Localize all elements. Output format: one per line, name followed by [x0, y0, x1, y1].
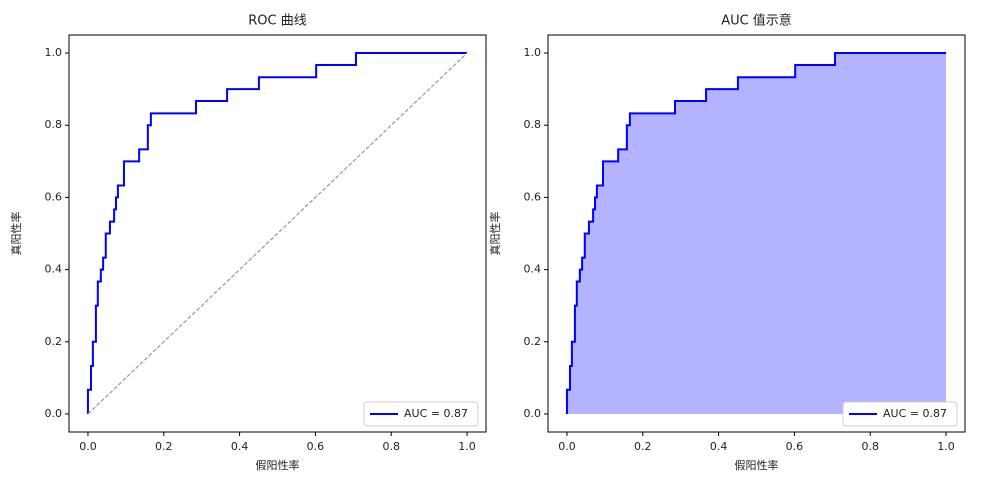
legend-box: [842, 401, 958, 427]
x-tick-label: 0.2: [155, 440, 173, 453]
plot-frame: [547, 34, 966, 433]
x-tick-label: 0.4: [710, 440, 728, 453]
x-axis-label: 假阳性率: [256, 458, 300, 472]
x-tick-label: 0.0: [558, 440, 576, 453]
curve: [565, 52, 947, 414]
x-tick-label: 0.0: [79, 440, 97, 453]
y-tick-label: 0.4: [45, 263, 63, 276]
plot-frame: [68, 34, 487, 433]
legend-label: AUC = 0.87: [404, 407, 468, 420]
x-tick-label: 0.2: [634, 440, 652, 453]
x-tick-label: 0.4: [231, 440, 249, 453]
y-tick-label: 0.2: [45, 335, 63, 348]
y-tick-label: 0.0: [524, 407, 542, 420]
curve: [87, 52, 468, 415]
x-tick-label: 1.0: [458, 440, 476, 453]
x-tick-label: 0.8: [382, 440, 400, 453]
y-axis-label: 真阳性率: [488, 212, 502, 256]
x-tick-label: 0.6: [307, 440, 325, 453]
y-tick-label: 0.2: [524, 335, 542, 348]
y-axis-label: 真阳性率: [9, 212, 23, 256]
y-tick-label: 0.8: [45, 118, 63, 131]
y-tick-label: 1.0: [524, 46, 542, 59]
chart-title: ROC 曲线: [248, 14, 306, 29]
y-tick-label: 0.6: [524, 190, 542, 203]
curve: [86, 52, 468, 414]
x-tick-label: 0.6: [786, 440, 804, 453]
legend-box: [363, 401, 479, 427]
chart-title: AUC 值示意: [721, 13, 792, 29]
legend-label: AUC = 0.87: [883, 407, 947, 420]
y-tick-label: 0.8: [524, 118, 542, 131]
x-axis-label: 假阳性率: [735, 458, 779, 472]
area-fill: [566, 53, 947, 414]
y-tick-label: 0.4: [524, 263, 542, 276]
y-tick-label: 0.6: [45, 190, 63, 203]
x-tick-label: 0.8: [861, 440, 879, 453]
x-tick-label: 1.0: [937, 440, 955, 453]
y-tick-label: 1.0: [45, 46, 63, 59]
y-tick-label: 0.0: [45, 407, 63, 420]
